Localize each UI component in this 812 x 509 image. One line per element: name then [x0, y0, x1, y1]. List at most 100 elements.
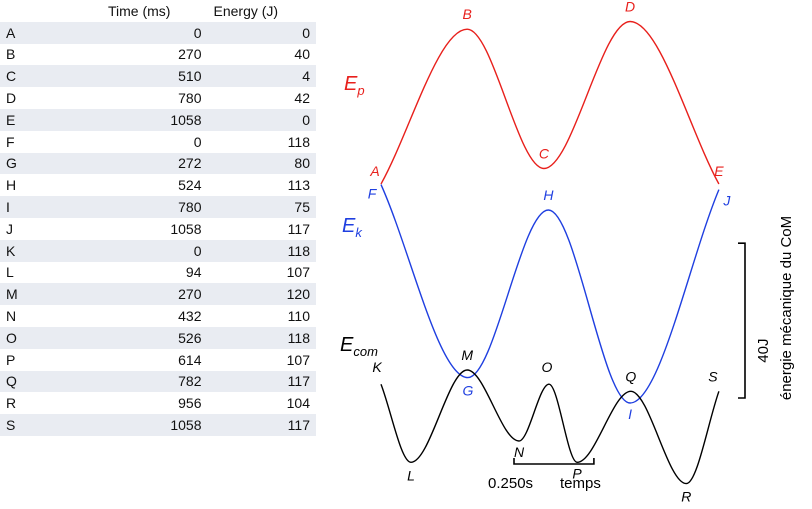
- cell-label: P: [0, 348, 102, 371]
- series-line-com: [380, 369, 720, 485]
- series-name-com: Ecom: [340, 334, 378, 359]
- point-label-O: O: [542, 359, 553, 375]
- table-row: G 272 80: [0, 152, 316, 175]
- table-row: J 1058 117: [0, 217, 316, 240]
- table-row: M 270 120: [0, 283, 316, 306]
- cell-energy: 4: [207, 65, 316, 88]
- cell-label: M: [0, 283, 102, 306]
- cell-label: E: [0, 108, 102, 131]
- cell-time: 956: [102, 392, 208, 415]
- point-label-Q: Q: [625, 368, 636, 384]
- cell-time: 0: [102, 21, 208, 44]
- cell-energy: 107: [207, 348, 316, 371]
- table-row: O 526 118: [0, 326, 316, 349]
- cell-label: L: [0, 261, 102, 284]
- cell-energy: 107: [207, 261, 316, 284]
- header-cell-label: [0, 0, 102, 22]
- header-cell-time: Time (ms): [102, 0, 208, 22]
- cell-label: J: [0, 217, 102, 240]
- cell-energy: 120: [207, 283, 316, 306]
- point-label-M: M: [461, 347, 473, 363]
- point-label-R: R: [681, 489, 691, 505]
- table-row: N 432 110: [0, 305, 316, 327]
- point-label-G: G: [462, 383, 473, 399]
- cell-label: A: [0, 21, 102, 44]
- table-row: S 1058 117: [0, 414, 316, 436]
- table-row: R 956 104: [0, 392, 316, 415]
- point-label-N: N: [514, 444, 525, 460]
- cell-label: F: [0, 130, 102, 153]
- point-label-D: D: [625, 0, 635, 15]
- cell-energy: 118: [207, 239, 316, 262]
- cell-label: O: [0, 326, 102, 349]
- cell-energy: 117: [207, 414, 316, 436]
- table-row: Q 782 117: [0, 370, 316, 393]
- cell-time: 510: [102, 65, 208, 88]
- point-label-H: H: [543, 187, 554, 203]
- table-row: H 524 113: [0, 174, 316, 197]
- cell-time: 0: [102, 239, 208, 262]
- cell-energy: 118: [207, 326, 316, 349]
- series-name-sub: p: [356, 83, 364, 98]
- cell-label: K: [0, 239, 102, 262]
- series-names: Ep Ek Ecom: [340, 73, 378, 359]
- cell-time: 782: [102, 370, 208, 393]
- table-row: C 510 4: [0, 65, 316, 88]
- cell-energy: 40: [207, 43, 316, 66]
- point-label-C: C: [539, 146, 550, 162]
- cell-label: H: [0, 174, 102, 197]
- cell-energy: 0: [207, 108, 316, 131]
- point-label-F: F: [368, 186, 378, 202]
- table-row: P 614 107: [0, 348, 316, 371]
- table-row: B 270 40: [0, 43, 316, 66]
- point-label-K: K: [372, 359, 382, 375]
- cell-time: 272: [102, 152, 208, 175]
- cell-label: Q: [0, 370, 102, 393]
- series-name-main: E: [340, 334, 354, 356]
- cell-label: S: [0, 414, 102, 436]
- cell-time: 94: [102, 261, 208, 284]
- point-label-J: J: [722, 193, 731, 209]
- series-line-k: [380, 184, 720, 404]
- cell-label: G: [0, 152, 102, 175]
- table-header-row: Time (ms) Energy (J): [0, 0, 316, 22]
- cell-energy: 110: [207, 305, 316, 327]
- cell-energy: 113: [207, 174, 316, 197]
- cell-time: 1058: [102, 217, 208, 240]
- energy-scale-bar: [738, 242, 746, 399]
- table-row: K 0 118: [0, 239, 316, 262]
- y-axis-label: énergie mécanique du CoM: [778, 216, 795, 400]
- point-label-S: S: [708, 368, 718, 384]
- series-line-p: [380, 20, 720, 185]
- cell-time: 524: [102, 174, 208, 197]
- data-table: Time (ms) Energy (J) A 0 0 B 270 40 C 510 4 D 780 4…: [0, 0, 316, 436]
- cell-energy: 117: [207, 370, 316, 393]
- table-row: L 94 107: [0, 261, 316, 284]
- cell-label: N: [0, 305, 102, 327]
- cell-time: 1058: [102, 414, 208, 436]
- cell-energy: 117: [207, 217, 316, 240]
- cell-time: 270: [102, 43, 208, 66]
- cell-energy: 75: [207, 196, 316, 218]
- cell-time: 780: [102, 196, 208, 218]
- table-row: D 780 42: [0, 87, 316, 109]
- series-name-k: Ek: [342, 215, 363, 240]
- header-cell-energy: Energy (J): [207, 0, 316, 22]
- cell-time: 780: [102, 87, 208, 109]
- cell-time: 526: [102, 326, 208, 349]
- point-labels: A B C D E F G H I J K L M N O P Q R S: [368, 0, 732, 505]
- cell-energy: 118: [207, 130, 316, 153]
- scale-bars: 0.250s temps 40J énergie mécanique du CoM: [488, 216, 795, 492]
- series-name-main: E: [344, 73, 358, 95]
- point-label-I: I: [628, 406, 632, 422]
- table-row: I 780 75: [0, 196, 316, 218]
- time-scale-label: 0.250s: [488, 475, 533, 492]
- time-scale-bar: [513, 458, 595, 465]
- point-label-P: P: [572, 465, 582, 481]
- cell-energy: 80: [207, 152, 316, 175]
- energy-scale-label: 40J: [755, 339, 772, 363]
- cell-label: R: [0, 392, 102, 415]
- cell-time: 432: [102, 305, 208, 327]
